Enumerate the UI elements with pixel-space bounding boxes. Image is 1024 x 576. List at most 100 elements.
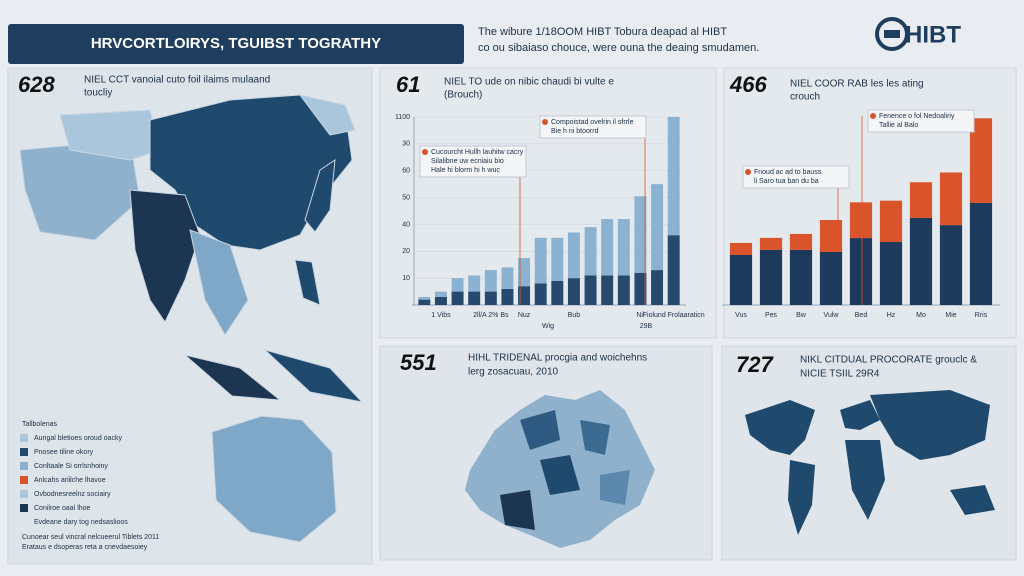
bar-segment [484, 270, 497, 292]
y-tick-label: 50 [402, 194, 410, 201]
description: co ou sibaiaso chouce, were ouna the dea… [478, 42, 759, 54]
region [580, 420, 610, 455]
legend-title: Tallbolenas [22, 421, 58, 428]
legend-label: Conltaale Si orrlsnhoiny [34, 463, 108, 470]
region [500, 490, 535, 530]
bar-segment [667, 235, 680, 305]
y-tick-label: 10 [402, 275, 410, 282]
bar-segment [939, 172, 963, 226]
bar-segment [434, 291, 447, 297]
annotation-dot [870, 113, 876, 119]
panel-caption: toucliy [84, 88, 112, 99]
x-tick-label: Bw [796, 312, 807, 319]
annotation-text: Cucourcht Hullh lauhitw cacry [431, 149, 524, 156]
legend-swatch [20, 462, 28, 470]
region [540, 455, 580, 495]
panel-number: 61 [396, 72, 420, 97]
region [264, 349, 364, 403]
asia-map [19, 94, 364, 543]
annotation-text: Fnoud ac ad to bauss [754, 169, 822, 176]
bar-segment [939, 225, 963, 305]
bar-segment [551, 237, 564, 281]
region [59, 109, 161, 161]
legend-label: Evdeane dary tog nedsaslioos [34, 519, 128, 526]
region [129, 189, 201, 324]
region [600, 470, 630, 505]
bar-segment [849, 238, 873, 305]
panel-number: 551 [400, 350, 437, 375]
bar-segment [551, 280, 564, 305]
annotation-text: Silalibne uw ecniaiu bio [431, 158, 504, 165]
legend-label: Anlcahs ariilche lhavoe [34, 477, 106, 484]
legend-label: Ovbodnesreelnz sociairy [34, 491, 111, 498]
bar-segment [418, 296, 431, 300]
bar-segment [617, 219, 630, 276]
bar-segment [451, 278, 464, 292]
bar-segment [729, 254, 753, 305]
region [845, 440, 885, 520]
bar-segment [819, 220, 843, 252]
annotation-text: Tallie al Balo [879, 122, 918, 129]
x-tick-label: Vus [735, 312, 747, 319]
x-tick-label: Hz [887, 312, 896, 319]
x-tick-label: 2ll/A 2% Bs [473, 312, 509, 319]
x-tick-label: Vulw [824, 312, 840, 319]
annotation-box [419, 145, 527, 178]
bar-segment [567, 232, 580, 279]
panel-caption: lerg zosacuau, 2010 [468, 367, 559, 378]
legend-swatch [20, 448, 28, 456]
bar-segment [969, 202, 993, 305]
bar-segment [617, 275, 630, 305]
y-tick-label: 40 [402, 221, 410, 228]
bar-segment [651, 270, 664, 305]
bar-segment [601, 219, 614, 276]
y-tick-label: 1100 [395, 114, 410, 121]
x-tick-label: Mie [945, 312, 956, 319]
bar-segment [501, 267, 514, 289]
logo-icon [884, 30, 900, 38]
bar-segment [484, 291, 497, 305]
description: The wibure 1/18OOM HIBT Tobura deapad al… [478, 26, 727, 38]
legend-label: Aungal bletioes oroud oacky [34, 435, 122, 442]
region [950, 485, 995, 515]
panel-caption: HIHL TRIDENAL procgia and woichehns [468, 353, 647, 364]
bar-segment [468, 291, 481, 305]
bar-segment [468, 275, 481, 292]
title-bar [8, 24, 464, 64]
annotation-box [742, 165, 850, 189]
logo-icon [875, 17, 909, 51]
legend-label: Pnosee tiline okory [34, 449, 94, 456]
annotation-text: Hale hi blorm hi h wuc [431, 167, 500, 174]
panel-caption: (Brouch) [444, 90, 482, 101]
region [520, 410, 560, 450]
panel-caption: crouch [790, 92, 820, 103]
panel-caption: NIEL CCT vanoial cuto foil ilaims mulaan… [84, 75, 270, 86]
x-tick-label: Nil [636, 312, 645, 319]
world-map [745, 390, 995, 535]
x-tick-label: Rris [975, 312, 988, 319]
y-tick-label: 20 [402, 248, 410, 255]
bar-segment [969, 118, 993, 203]
annotation-dot [422, 149, 428, 155]
x-tick-label: Mo [916, 312, 926, 319]
bar-segment [584, 227, 597, 276]
region [211, 415, 337, 543]
logo: HIBT [905, 21, 961, 48]
legend: Aungal bletioes oroud oacky Pnosee tiline… [20, 434, 128, 526]
bar-segment [759, 237, 783, 250]
bar-segment [909, 217, 933, 305]
region [788, 460, 815, 535]
region [298, 94, 356, 136]
bar-segment [879, 200, 903, 243]
axis-note: 29B [640, 323, 653, 330]
region-map [465, 390, 655, 548]
region [189, 229, 249, 336]
bar-segment [759, 249, 783, 305]
legend-label: Conilroe oaal lhoe [34, 505, 91, 512]
bar-segment [534, 283, 547, 305]
title: HRVCORTLOIRYS, TGUIBST TOGRATHY [91, 35, 381, 52]
panel-number: 727 [736, 352, 774, 377]
annotation-dot [745, 169, 751, 175]
legend-footer: Erataus e dsoperas reta a cnevdaesoiey [22, 544, 148, 551]
